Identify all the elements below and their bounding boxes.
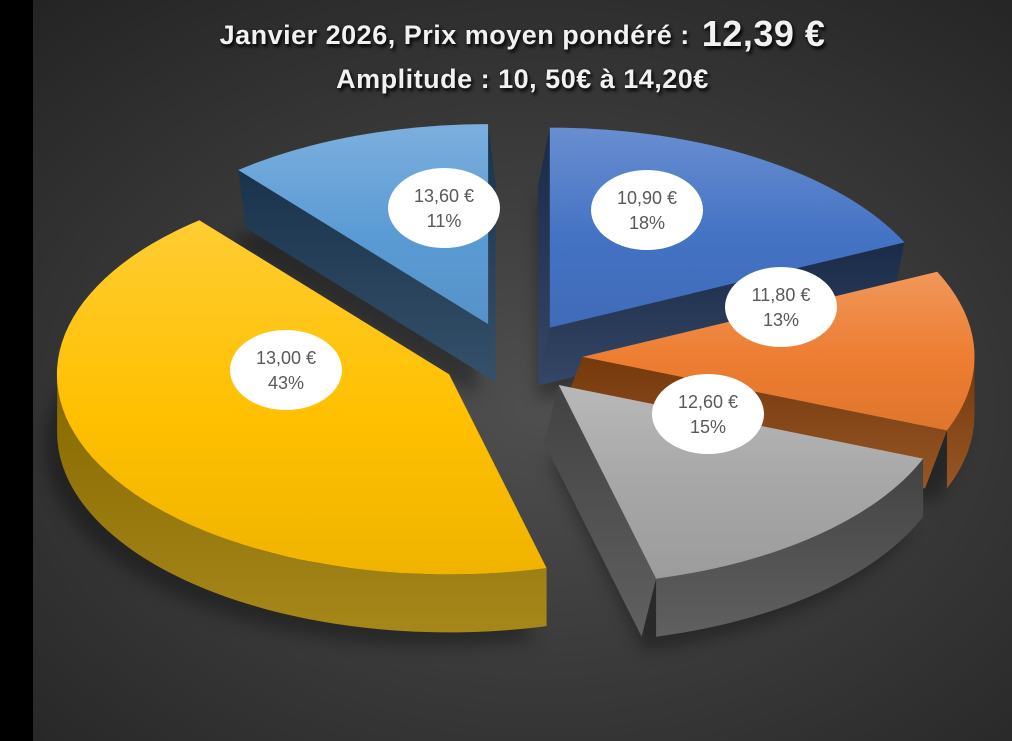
- data-label-value: 10,90 €: [617, 188, 677, 208]
- pie-slice-2: [544, 385, 924, 637]
- slice-cut-face: [238, 170, 496, 383]
- data-label-2: 12,60 € 15%: [652, 374, 764, 454]
- data-label-percent: 43%: [268, 373, 304, 393]
- data-label-ellipse: [652, 374, 764, 454]
- data-label-ellipse: [725, 267, 837, 347]
- data-label-ellipse: [388, 168, 500, 248]
- data-label-percent: 11%: [427, 211, 462, 231]
- data-label-ellipse: [230, 330, 342, 410]
- slice-top-face: [558, 385, 924, 579]
- data-label-1: 11,80 € 13%: [725, 267, 837, 347]
- slice-rim-wall: [947, 356, 975, 489]
- data-label-3: 13,00 € 43%: [230, 330, 342, 410]
- data-label-percent: 18%: [629, 213, 665, 233]
- data-label-value: 12,60 €: [678, 392, 738, 412]
- slice-top-face: [582, 271, 975, 431]
- slice-rim-wall: [656, 458, 924, 637]
- data-label-value: 13,60 €: [414, 186, 474, 206]
- data-label-0: 10,90 € 18%: [591, 170, 703, 250]
- slice-cut-face: [544, 385, 657, 637]
- left-black-band: [0, 0, 33, 741]
- slice-rim-wall: [57, 374, 547, 633]
- data-label-ellipse: [591, 170, 703, 250]
- data-label-4: 13,60 € 11%: [388, 168, 500, 248]
- data-label-percent: 15%: [690, 417, 726, 437]
- data-label-value: 11,80 €: [752, 285, 811, 305]
- data-label-value: 13,00 €: [256, 348, 316, 368]
- data-label-percent: 13%: [763, 310, 799, 330]
- slice-cut-face: [538, 127, 550, 386]
